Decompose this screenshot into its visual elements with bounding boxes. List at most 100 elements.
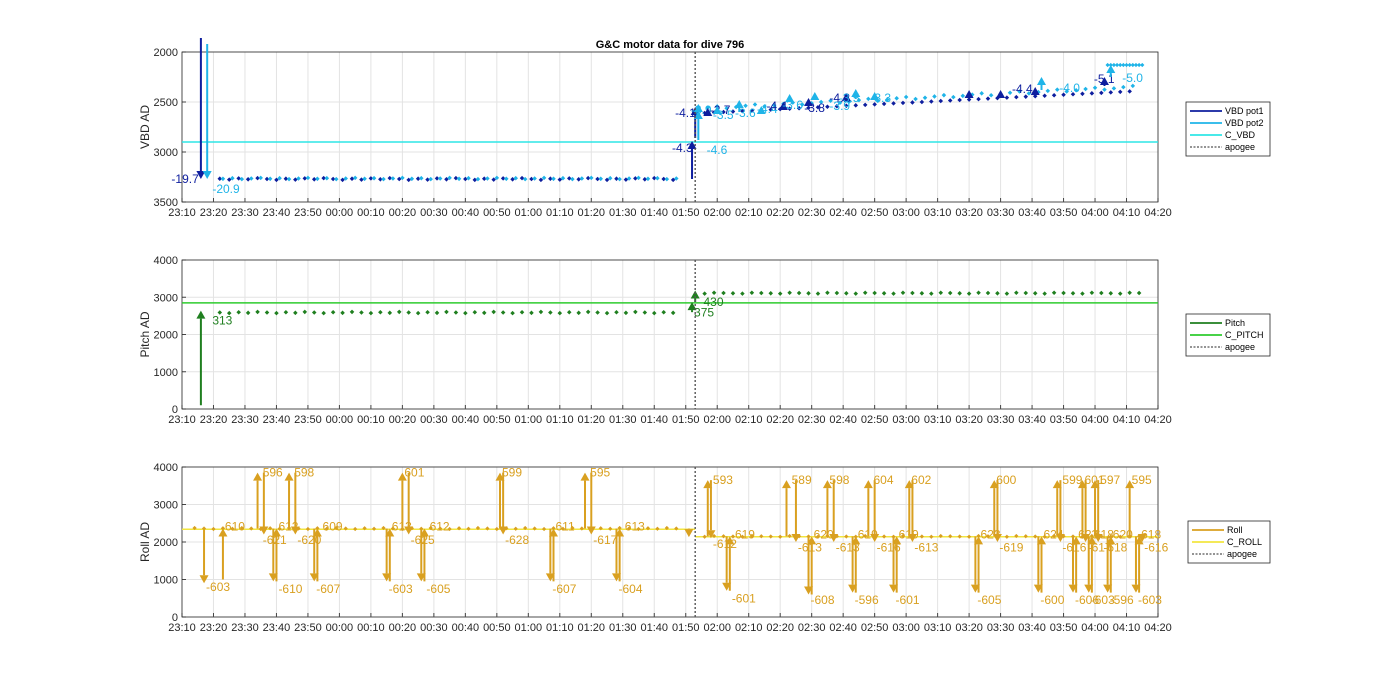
roll-point — [1042, 534, 1047, 539]
vbd-pot1-point — [415, 176, 421, 181]
vbd-pot1-point — [919, 99, 925, 105]
roll-arrow-label: -613 — [798, 541, 822, 555]
roll-point — [268, 526, 273, 531]
vbd-pot2-point — [1111, 86, 1117, 91]
pitch-point — [359, 310, 364, 315]
roll-arrow-label: 589 — [792, 473, 812, 487]
roll-point — [1014, 533, 1019, 539]
roll-point — [343, 526, 348, 531]
x-tick-label: 03:30 — [987, 207, 1015, 219]
vbd-pot2-point — [1092, 85, 1098, 90]
vbd-arrow-head — [202, 171, 212, 179]
x-tick-label: 00:00 — [326, 207, 354, 219]
x-tick-label: 01:50 — [672, 207, 700, 219]
pitch-point — [670, 310, 676, 316]
roll-arrow-label: 613 — [625, 519, 645, 533]
x-tick-label: 23:50 — [294, 207, 322, 219]
y-tick-label: 3000 — [154, 500, 178, 512]
axes-frame — [181, 51, 1159, 203]
x-tick-label: 23:50 — [294, 622, 322, 634]
pitch-point — [472, 309, 478, 315]
vbd-pot2-point — [239, 176, 245, 182]
vbd-arrow-head — [1030, 87, 1040, 95]
vbd-pot2-point — [932, 94, 937, 99]
vbd-pot2-point — [988, 92, 994, 98]
roll-arrow-head — [253, 472, 263, 481]
vbd-pot2-point — [362, 176, 367, 182]
roll-arrow-label: -617 — [593, 533, 617, 547]
pitch-point — [1080, 291, 1085, 296]
roll-point — [598, 526, 603, 531]
y-tick-label: 4000 — [154, 462, 178, 474]
vbd-arrow-head — [964, 90, 974, 98]
roll-arrow-head — [822, 480, 832, 489]
vbd-pot2-point — [941, 92, 947, 98]
x-tick-label: 01:00 — [515, 622, 543, 634]
roll-panel: 23:10 23:20 23:30 23:40 23:50 00:00 00:10 00:20… — [138, 462, 1271, 634]
pitch-point — [702, 291, 707, 296]
roll-point — [900, 533, 906, 539]
roll-point — [362, 526, 367, 531]
pitch-point — [614, 309, 619, 315]
vbd-pot1-point — [236, 176, 241, 181]
vbd-pot1-point — [340, 177, 345, 183]
roll-point — [249, 526, 254, 531]
vbd-pot2-point — [532, 176, 537, 181]
vbd-pot2-point — [979, 91, 984, 96]
roll-point — [617, 525, 622, 531]
roll-point — [929, 534, 934, 539]
vbd-arrow-head — [196, 171, 206, 179]
x-tick-label: 03:40 — [1018, 622, 1046, 634]
y-axis-label: Roll AD — [138, 522, 152, 562]
vbd-pot2-point — [1073, 88, 1079, 93]
pitch-point — [274, 310, 279, 316]
roll-point — [626, 526, 632, 531]
vbd-pot1-point — [938, 98, 944, 104]
vbd-pot2-point — [617, 176, 622, 182]
vbd-pot2-point — [579, 176, 585, 181]
x-tick-label: 04:20 — [1144, 622, 1172, 634]
x-tick-label: 02:00 — [703, 207, 731, 219]
pitch-point — [642, 310, 648, 315]
x-tick-label: 00:10 — [357, 207, 385, 219]
pitch-point — [985, 290, 991, 296]
roll-arrow-head — [1055, 534, 1065, 542]
roll-point — [485, 526, 490, 531]
roll-arrow-label: 609 — [323, 519, 343, 533]
vbd-pot1-point — [1004, 95, 1010, 100]
roll-arrow-label: 599 — [1062, 473, 1082, 487]
roll-point — [220, 526, 226, 531]
roll-arrow-head — [892, 536, 902, 545]
pitch-point — [711, 290, 717, 295]
vbd-arrow-head — [841, 93, 851, 101]
pitch-point — [730, 291, 736, 296]
pitch-point — [938, 290, 944, 295]
roll-point — [645, 526, 651, 531]
roll-arrow-label: 595 — [590, 466, 610, 480]
pitch-point — [1023, 290, 1029, 296]
y-tick-label: 2000 — [154, 47, 178, 59]
vbd-arrow-head — [810, 92, 820, 100]
pitch-arrow-head — [196, 310, 206, 319]
roll-arrow-label: -600 — [1040, 593, 1064, 607]
x-tick-label: 01:40 — [640, 414, 668, 426]
roll-arrow-head — [829, 534, 839, 542]
y-tick-label: 2500 — [154, 97, 178, 109]
x-tick-label: 00:30 — [420, 622, 448, 634]
vbd-pot1-point — [245, 177, 251, 182]
x-tick-label: 23:50 — [294, 414, 322, 426]
roll-arrow-head — [312, 528, 322, 537]
vbd-pot2-point — [1083, 86, 1088, 92]
pitch-point — [548, 310, 553, 315]
roll-arrow-label: -607 — [552, 582, 576, 596]
roll-point — [211, 526, 216, 532]
vbd-arrow-label: -4.4 — [757, 102, 778, 116]
roll-point — [381, 525, 386, 531]
pitch-point — [919, 291, 925, 296]
pitch-point — [538, 309, 544, 315]
x-tick-label: 01:30 — [609, 414, 637, 426]
vbd-arrow-label: -3.5 — [839, 91, 860, 105]
pitch-point — [777, 291, 783, 296]
